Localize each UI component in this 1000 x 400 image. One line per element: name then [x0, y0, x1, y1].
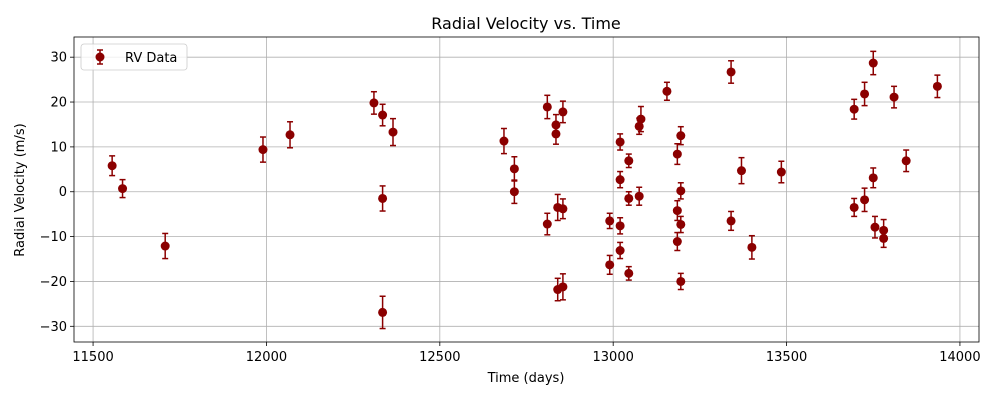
data-point	[879, 225, 889, 235]
data-point	[160, 241, 170, 251]
y-tick-label: −30	[40, 320, 67, 335]
data-point	[615, 175, 625, 185]
data-point	[868, 58, 878, 68]
data-point	[726, 216, 736, 226]
data-point	[118, 184, 128, 194]
data-point	[542, 219, 552, 229]
data-point	[676, 219, 686, 229]
data-point	[776, 167, 786, 177]
data-point	[676, 131, 686, 141]
data-point	[889, 92, 899, 102]
data-point	[285, 130, 295, 140]
chart-title: Radial Velocity vs. Time	[431, 14, 621, 33]
data-point	[676, 186, 686, 196]
data-point	[672, 149, 682, 159]
y-axis-label: Radial Velocity (m/s)	[13, 123, 28, 256]
data-point	[860, 195, 870, 205]
legend-label: RV Data	[125, 51, 177, 66]
data-point	[605, 216, 615, 226]
data-point	[551, 129, 561, 139]
x-tick-label: 11500	[72, 350, 113, 365]
data-point	[879, 233, 889, 243]
data-point	[636, 114, 646, 124]
data-point	[378, 110, 388, 120]
data-point	[509, 187, 519, 197]
data-point	[551, 120, 561, 130]
data-point	[849, 104, 859, 114]
data-point	[849, 202, 859, 212]
data-point	[605, 260, 615, 270]
legend: RV Data	[80, 43, 188, 71]
data-point	[634, 191, 644, 201]
data-point	[662, 86, 672, 96]
data-point	[624, 268, 634, 278]
data-point	[624, 193, 634, 203]
data-point	[870, 222, 880, 232]
data-point	[369, 98, 379, 108]
data-point	[932, 81, 942, 91]
data-point	[509, 164, 519, 174]
data-point	[499, 136, 509, 146]
data-point	[258, 145, 268, 155]
data-point	[672, 206, 682, 216]
data-point	[672, 237, 682, 247]
data-point	[860, 89, 870, 99]
y-tick-label: −20	[40, 275, 67, 290]
data-point	[901, 156, 911, 166]
data-point	[747, 242, 757, 252]
data-point	[558, 107, 568, 117]
data-point	[726, 67, 736, 77]
data-point	[378, 307, 388, 317]
y-tick-label: 20	[50, 96, 67, 111]
legend-marker	[95, 49, 105, 65]
y-tick-label: 0	[59, 185, 67, 200]
data-point	[868, 173, 878, 183]
x-tick-label: 12000	[246, 350, 287, 365]
x-tick-label: 14000	[939, 350, 980, 365]
error-bars	[109, 50, 941, 330]
data-point	[634, 121, 644, 131]
grid	[74, 37, 979, 342]
data-point	[558, 282, 568, 292]
data-point	[676, 276, 686, 286]
data-point	[624, 156, 634, 166]
y-tick-label: −10	[40, 230, 67, 245]
x-tick-label: 12500	[419, 350, 460, 365]
data-point	[736, 166, 746, 176]
data-point	[615, 221, 625, 231]
data-point	[558, 204, 568, 214]
data-point	[388, 127, 398, 137]
axis-ticks: 11500 12000 12500 13000 13500 14000 −30 −20 −10 0…	[40, 51, 981, 365]
x-tick-label: 13500	[766, 350, 807, 365]
y-tick-label: 10	[50, 140, 67, 155]
data-point	[615, 246, 625, 255]
x-axis-label: Time (days)	[487, 371, 565, 386]
y-tick-label: 30	[50, 51, 67, 66]
data-point	[107, 161, 117, 171]
data-markers	[107, 58, 942, 317]
legend-box	[80, 43, 188, 71]
data-point	[378, 193, 388, 203]
data-point	[542, 102, 552, 112]
legend-dot	[95, 52, 105, 62]
plot-frame	[73, 36, 980, 343]
x-tick-label: 13000	[593, 350, 634, 365]
data-point	[615, 137, 625, 147]
